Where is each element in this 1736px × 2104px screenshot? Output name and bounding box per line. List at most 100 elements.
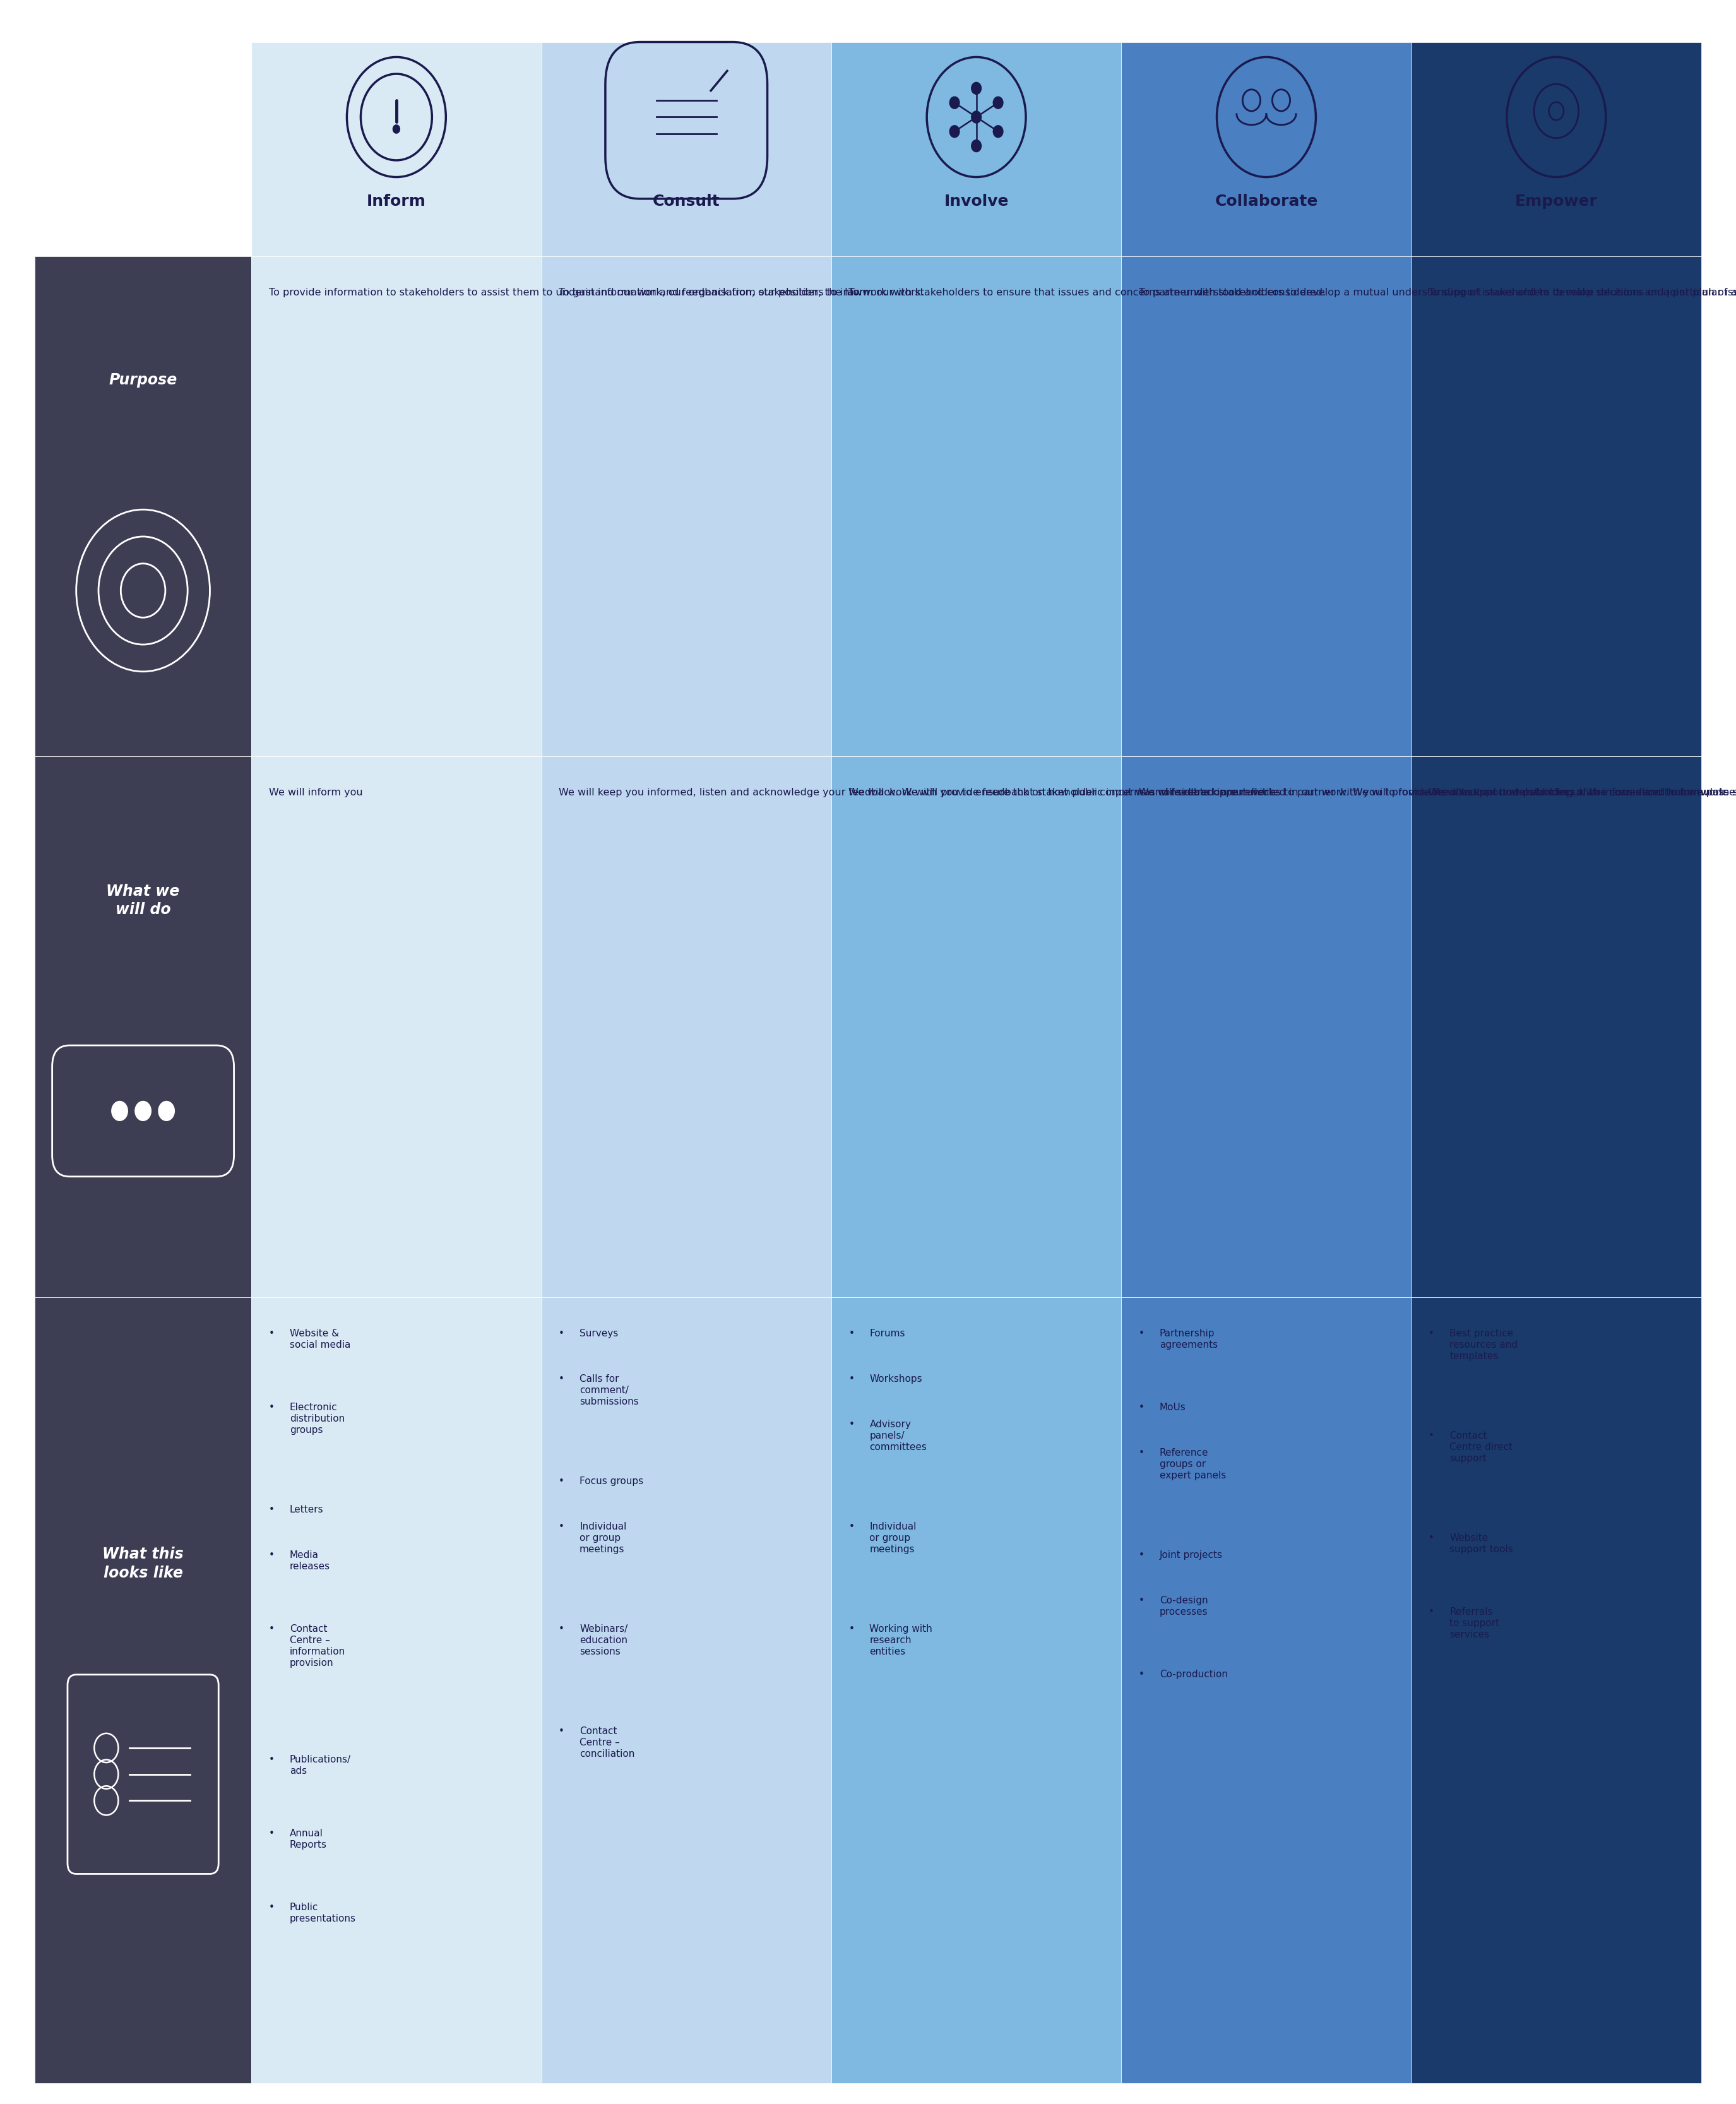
Text: Co-design
processes: Co-design processes: [1160, 1595, 1208, 1616]
Text: To partner with stakeholders to develop a mutual understanding of issues and to : To partner with stakeholders to develop …: [1139, 288, 1736, 297]
Bar: [1121, 755, 1411, 1298]
Text: •: •: [559, 1374, 564, 1384]
Circle shape: [993, 126, 1003, 137]
Text: •: •: [559, 1727, 564, 1736]
Text: •: •: [269, 1902, 274, 1913]
Text: Publications/
ads: Publications/ ads: [290, 1755, 351, 1776]
Text: Annual
Reports: Annual Reports: [290, 1828, 326, 1849]
Text: We will create opportunities to partner with you to formulate a mutual understan: We will create opportunities to partner …: [1139, 789, 1736, 797]
Text: Letters: Letters: [290, 1504, 323, 1515]
Text: Individual
or group
meetings: Individual or group meetings: [580, 1521, 627, 1555]
Text: •: •: [1139, 1551, 1144, 1559]
Text: Purpose: Purpose: [109, 372, 177, 387]
Bar: [252, 755, 542, 1298]
Text: Contact
Centre –
conciliation: Contact Centre – conciliation: [580, 1727, 635, 1759]
Text: Advisory
panels/
committees: Advisory panels/ committees: [870, 1420, 927, 1452]
Text: •: •: [849, 1420, 854, 1429]
Text: Referrals
to support
services: Referrals to support services: [1450, 1607, 1500, 1639]
Bar: [542, 42, 832, 257]
Bar: [1121, 257, 1411, 757]
Circle shape: [950, 126, 960, 137]
Bar: [1411, 257, 1701, 757]
Text: To provide information to stakeholders to assist them to understand our work, ou: To provide information to stakeholders t…: [269, 288, 863, 297]
Text: •: •: [559, 1330, 564, 1338]
Text: Individual
or group
meetings: Individual or group meetings: [870, 1521, 917, 1555]
Text: We will work with you to ensure that stakeholder concerns and feedback are refle: We will work with you to ensure that sta…: [849, 789, 1729, 797]
Bar: [252, 1298, 542, 2083]
Text: •: •: [559, 1477, 564, 1485]
Text: •: •: [269, 1828, 274, 1839]
Text: •: •: [1429, 1534, 1434, 1542]
Text: Empower: Empower: [1516, 194, 1597, 208]
Text: Collaborate: Collaborate: [1215, 194, 1318, 208]
Text: We will keep you informed, listen and acknowledge your feedback. We will provide: We will keep you informed, listen and ac…: [559, 789, 1278, 797]
Circle shape: [158, 1100, 174, 1121]
Bar: [35, 755, 252, 1298]
Text: Contact
Centre –
information
provision: Contact Centre – information provision: [290, 1624, 345, 1668]
Bar: [832, 1298, 1121, 2083]
Bar: [832, 755, 1121, 1298]
Text: •: •: [849, 1330, 854, 1338]
Text: •: •: [1429, 1330, 1434, 1338]
Text: Calls for
comment/
submissions: Calls for comment/ submissions: [580, 1374, 639, 1405]
Text: Joint projects: Joint projects: [1160, 1551, 1222, 1559]
Text: •: •: [1429, 1607, 1434, 1616]
Text: •: •: [269, 1403, 274, 1412]
Text: Website
support tools: Website support tools: [1450, 1534, 1514, 1555]
Bar: [1411, 42, 1701, 257]
Text: Consult: Consult: [653, 194, 720, 208]
Text: To work with stakeholders to ensure that issues and concerns are understood and : To work with stakeholders to ensure that…: [849, 288, 1326, 297]
Text: Forums: Forums: [870, 1330, 904, 1338]
Text: MoUs: MoUs: [1160, 1403, 1186, 1412]
Bar: [1411, 1298, 1701, 2083]
Bar: [252, 42, 542, 257]
Text: We will inform you: We will inform you: [269, 789, 363, 797]
Text: What this
looks like: What this looks like: [102, 1546, 184, 1580]
Text: Co-production: Co-production: [1160, 1671, 1227, 1679]
Text: Workshops: Workshops: [870, 1374, 922, 1384]
Text: We will support stakeholders with information that we possess to support effecti: We will support stakeholders with inform…: [1429, 789, 1736, 797]
Text: •: •: [1139, 1448, 1144, 1458]
Text: Involve: Involve: [944, 194, 1009, 208]
Text: •: •: [559, 1624, 564, 1633]
Text: Focus groups: Focus groups: [580, 1477, 644, 1485]
Text: Working with
research
entities: Working with research entities: [870, 1624, 932, 1656]
Bar: [542, 257, 832, 757]
Text: •: •: [269, 1330, 274, 1338]
Text: Electronic
distribution
groups: Electronic distribution groups: [290, 1403, 345, 1435]
Text: •: •: [269, 1504, 274, 1515]
Text: •: •: [1139, 1330, 1144, 1338]
Text: •: •: [269, 1624, 274, 1633]
Circle shape: [993, 97, 1003, 109]
Text: Surveys: Surveys: [580, 1330, 618, 1338]
Circle shape: [972, 82, 981, 95]
Text: Media
releases: Media releases: [290, 1551, 330, 1572]
Text: Best practice
resources and
templates: Best practice resources and templates: [1450, 1330, 1517, 1361]
Text: Inform: Inform: [366, 194, 425, 208]
Circle shape: [392, 124, 399, 133]
Text: To support stakeholders to make decisions on a particular issue. Stakeholders ar: To support stakeholders to make decision…: [1429, 288, 1736, 297]
Text: Reference
groups or
expert panels: Reference groups or expert panels: [1160, 1448, 1226, 1481]
Text: •: •: [269, 1755, 274, 1765]
Circle shape: [972, 112, 981, 122]
Bar: [35, 1298, 252, 2083]
Bar: [542, 755, 832, 1298]
Bar: [1121, 42, 1411, 257]
Text: •: •: [1139, 1403, 1144, 1412]
Bar: [542, 1298, 832, 2083]
Bar: [1411, 755, 1701, 1298]
Bar: [1121, 1298, 1411, 2083]
Bar: [252, 257, 542, 757]
Text: •: •: [849, 1374, 854, 1384]
Text: •: •: [559, 1521, 564, 1532]
Text: •: •: [269, 1551, 274, 1559]
Text: Contact
Centre direct
support: Contact Centre direct support: [1450, 1431, 1512, 1462]
Bar: [35, 42, 252, 257]
Bar: [35, 257, 252, 757]
Bar: [832, 257, 1121, 757]
Text: Public
presentations: Public presentations: [290, 1902, 356, 1923]
Circle shape: [972, 139, 981, 151]
Circle shape: [111, 1100, 128, 1121]
Bar: [832, 42, 1121, 257]
Circle shape: [950, 97, 960, 109]
